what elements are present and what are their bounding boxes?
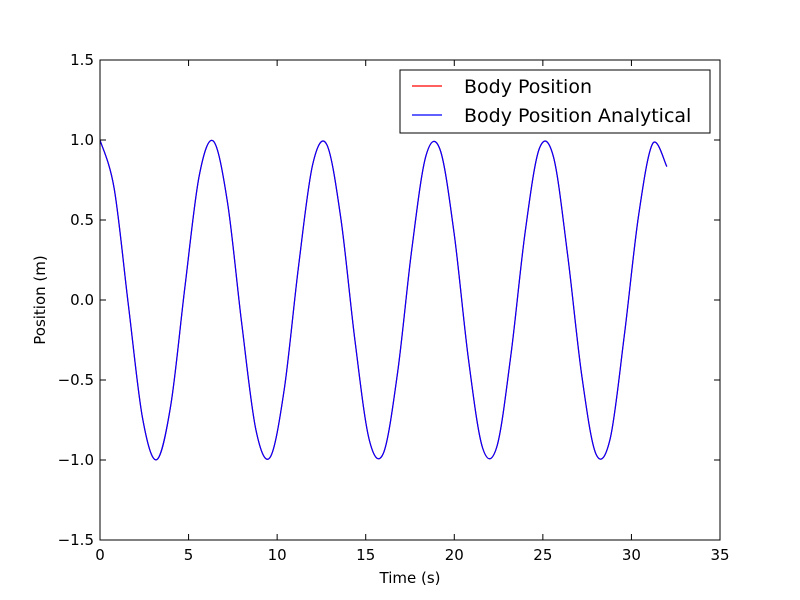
ticks-layer: 0 5 10 15 20 25 30 35 −1.5 −1.0 −0.5 0.0 0.5 1.0 1.5 [58,51,730,564]
x-axis-label: Time (s) [379,569,441,587]
y-tick-label: −0.5 [58,371,94,389]
x-tick-label: 10 [268,546,287,564]
x-tick-label: 35 [710,546,729,564]
x-tick-label: 25 [533,546,552,564]
y-tick-label: −1.5 [58,531,94,549]
legend-label-body-position: Body Position [464,76,592,98]
legend: Body Position Body Position Analytical [399,69,711,134]
series-line-body-position [99,139,668,461]
x-tick-label: 20 [445,546,464,564]
legend-label-body-position-analytical: Body Position Analytical [464,105,691,127]
y-tick-label: −1.0 [58,451,94,469]
x-tick-label: 0 [95,546,105,564]
series-layer [99,139,668,461]
y-tick-label: 0.5 [70,211,94,229]
y-tick-label: 0.0 [70,291,94,309]
y-tick-label: 1.5 [70,51,94,69]
legend-box [399,69,711,134]
x-tick-label: 5 [184,546,194,564]
y-tick-label: 1.0 [70,131,94,149]
series-line-body-position-analytical [99,139,668,461]
y-axis-label: Position (m) [31,255,49,345]
x-tick-label: 15 [356,546,375,564]
x-tick-label: 30 [622,546,641,564]
